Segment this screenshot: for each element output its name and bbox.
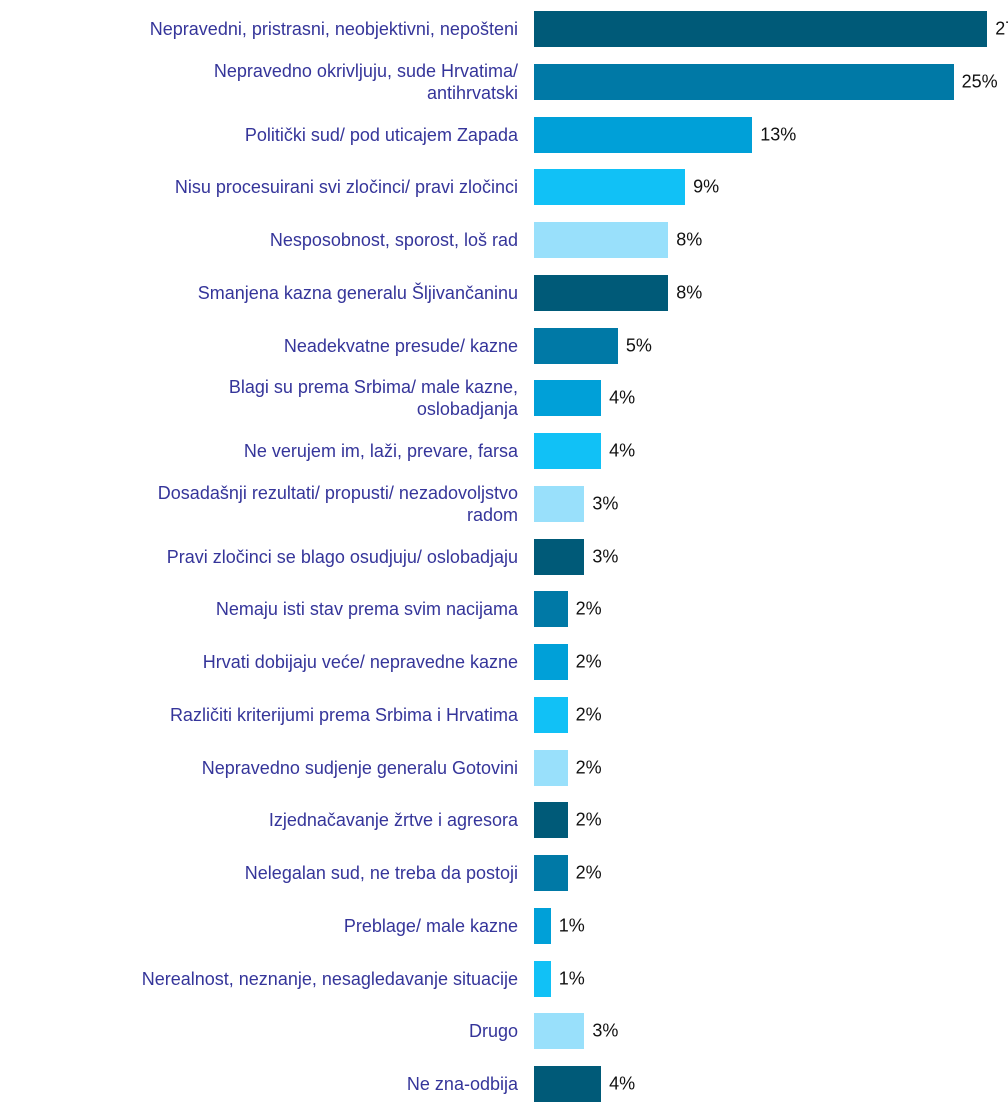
bar (534, 169, 686, 206)
category-label: Nerealnost, neznanje, nesagledavanje sit… (141, 968, 518, 989)
category-label: Nepravedno sudjenje generalu Gotovini (201, 757, 518, 778)
category-label: Smanjena kazna generalu Šljivančaninu (197, 282, 518, 303)
bar (534, 11, 988, 47)
value-label: 2% (575, 704, 602, 725)
category-label: Ne zna-odbija (406, 1074, 518, 1094)
value-label: 1% (558, 968, 585, 988)
category-label: Nepravedni, pristrasni, neobjektivni, ne… (149, 19, 518, 39)
value-label: 8% (676, 229, 703, 250)
category-label: Nelegalan sud, ne treba da postoji (244, 863, 518, 883)
category-label: Drugo (468, 1021, 518, 1042)
value-label: 1% (558, 915, 585, 936)
bar (534, 327, 618, 364)
value-label: 4% (609, 440, 636, 461)
value-label: 3% (592, 1020, 619, 1041)
bar (534, 116, 753, 153)
value-label: 2% (575, 598, 602, 619)
bar (534, 274, 669, 311)
value-label: 2% (575, 651, 602, 672)
bar (534, 749, 568, 786)
category-label: Nemaju isti stav prema svim nacijama (215, 599, 518, 620)
value-label: 2% (575, 862, 602, 883)
bar (534, 1066, 602, 1102)
bar (534, 907, 551, 944)
value-label: 2% (575, 757, 602, 777)
value-label: 27% (995, 18, 1008, 39)
value-label: 4% (609, 387, 636, 408)
bar (534, 1013, 585, 1050)
category-label: Ne verujem im, laži, prevare, farsa (243, 441, 518, 461)
value-label: 25% (961, 71, 998, 92)
value-label: 5% (625, 335, 652, 355)
bar (534, 222, 669, 258)
category-label: Neadekvatne presude/ kazne (283, 335, 518, 356)
category-label: Nepravedno okrivljuju, sude Hrvatima/ an… (213, 60, 518, 103)
category-label: Blagi su prema Srbima/ male kazne, oslob… (228, 377, 518, 420)
bar (534, 855, 568, 891)
category-label: Izjednačavanje žrtve i agresora (268, 810, 518, 831)
value-label: 9% (693, 176, 720, 197)
category-label: Preblage/ male kazne (343, 915, 518, 936)
value-label: 3% (592, 546, 619, 566)
value-label: 8% (676, 282, 703, 303)
category-label: Pravi zločinci se blago osudjuju/ osloba… (166, 546, 518, 567)
category-label: Različiti kriterijumi prema Srbima i Hrv… (169, 704, 518, 725)
bar (534, 63, 954, 100)
category-label: Dosadašnji rezultati/ propusti/ nezadovo… (157, 482, 518, 525)
value-label: 3% (592, 493, 619, 514)
category-label: Nisu procesuirani svi zločinci/ pravi zl… (174, 177, 518, 198)
bar (534, 485, 585, 522)
bar (534, 433, 602, 469)
value-label: 2% (575, 809, 602, 830)
bar (534, 802, 568, 839)
category-label: Politički sud/ pod uticajem Zapada (244, 124, 518, 145)
value-label: 13% (760, 124, 797, 144)
bar (534, 591, 568, 628)
category-label: Nesposobnost, sporost, loš rad (269, 230, 518, 250)
category-label: Hrvati dobijaju veće/ nepravedne kazne (202, 652, 518, 672)
bar (534, 644, 568, 680)
bar (534, 538, 585, 575)
value-label: 4% (609, 1073, 636, 1094)
bar (534, 960, 551, 997)
bar (534, 380, 602, 417)
bar (534, 696, 568, 733)
